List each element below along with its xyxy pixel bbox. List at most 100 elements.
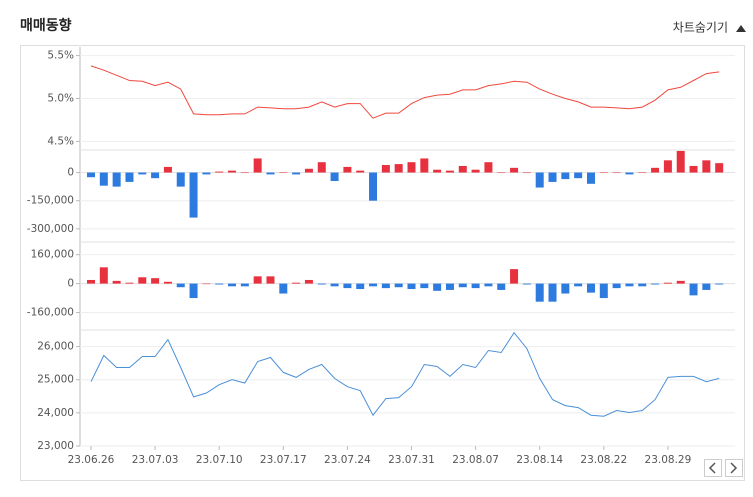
y-tick-label: 5.0% (47, 93, 74, 105)
line (90, 65, 720, 119)
line (90, 331, 720, 417)
bar (189, 172, 198, 218)
bar (574, 283, 583, 287)
bar (407, 283, 416, 290)
y-tick-label: 0 (67, 167, 74, 179)
bar (433, 283, 442, 291)
bar (599, 172, 608, 174)
bar (458, 165, 467, 173)
x-tick-label: 23.08.22 (580, 454, 627, 466)
bar (176, 283, 185, 288)
bar (471, 169, 480, 173)
bar (715, 163, 724, 173)
bar (228, 283, 237, 287)
bar (369, 283, 378, 287)
bar (99, 172, 108, 186)
bar (522, 172, 531, 174)
bar (663, 282, 672, 284)
bar (163, 281, 172, 284)
bar (689, 165, 698, 173)
x-tick-label: 23.07.24 (324, 454, 371, 466)
bar (599, 283, 608, 299)
bar (702, 283, 711, 290)
bar (471, 283, 480, 289)
bar (112, 172, 121, 187)
bar (420, 158, 429, 173)
bar (497, 283, 506, 290)
bar (292, 282, 301, 284)
bar (330, 283, 339, 287)
nav-prev[interactable] (704, 459, 722, 477)
bar (497, 172, 506, 174)
bar (176, 172, 185, 187)
bar (125, 282, 134, 284)
bar (87, 279, 95, 284)
bar (99, 267, 108, 284)
bar (138, 277, 147, 284)
bar (292, 172, 301, 175)
bar (625, 283, 634, 287)
bar (138, 172, 147, 175)
y-tick-label: 24,000 (37, 407, 74, 419)
bar (445, 170, 454, 173)
bar (228, 170, 237, 173)
x-tick-label: 23.08.07 (452, 454, 499, 466)
bar (87, 172, 95, 178)
y-tick-label: -300,000 (27, 223, 74, 235)
x-tick-label: 23.07.31 (388, 454, 435, 466)
bar (369, 172, 378, 201)
bar (163, 166, 172, 173)
y-tick-label: 4.5% (47, 135, 74, 147)
bar (561, 172, 570, 180)
bar (638, 172, 647, 174)
bar (702, 160, 711, 173)
x-tick-label: 23.08.29 (645, 454, 692, 466)
bar (240, 283, 249, 287)
frame (20, 45, 745, 481)
bar (445, 283, 454, 290)
bar (125, 172, 134, 182)
y-tick-label: 5.5% (47, 50, 74, 62)
bar (586, 283, 595, 293)
bar (676, 150, 685, 173)
bar (266, 172, 275, 175)
bar (381, 165, 390, 173)
bar (535, 283, 544, 302)
bar (279, 172, 288, 174)
bar (240, 172, 249, 174)
bar (586, 172, 595, 184)
bar (612, 283, 621, 289)
bar (279, 283, 288, 294)
title: 매매동향 (20, 17, 72, 34)
bar (343, 283, 352, 289)
bar (638, 283, 647, 287)
bar (304, 279, 313, 284)
y-tick-label: 26,000 (37, 341, 74, 353)
bar (317, 162, 326, 173)
toggle-icon[interactable] (736, 25, 746, 32)
x-tick-label: 23.06.26 (68, 454, 115, 466)
bar (330, 172, 339, 181)
x-tick-label: 23.07.10 (196, 454, 243, 466)
bar (651, 283, 660, 285)
bar (715, 283, 724, 285)
bar (484, 283, 493, 287)
toggle-label[interactable]: 차트숨기기 (673, 21, 728, 35)
bar (522, 283, 531, 285)
nav-next[interactable] (725, 459, 743, 477)
bar (394, 283, 403, 288)
bar (548, 283, 557, 302)
bar (266, 276, 275, 284)
y-tick-label: 160,000 (31, 249, 74, 261)
bar (510, 269, 519, 284)
bar (112, 280, 121, 284)
bar (625, 172, 634, 175)
bar (458, 283, 467, 288)
bar (574, 172, 583, 179)
bar (356, 283, 365, 290)
bar (253, 158, 262, 173)
y-tick-label: 0 (67, 278, 74, 290)
bar (676, 280, 685, 284)
bar (253, 276, 262, 284)
